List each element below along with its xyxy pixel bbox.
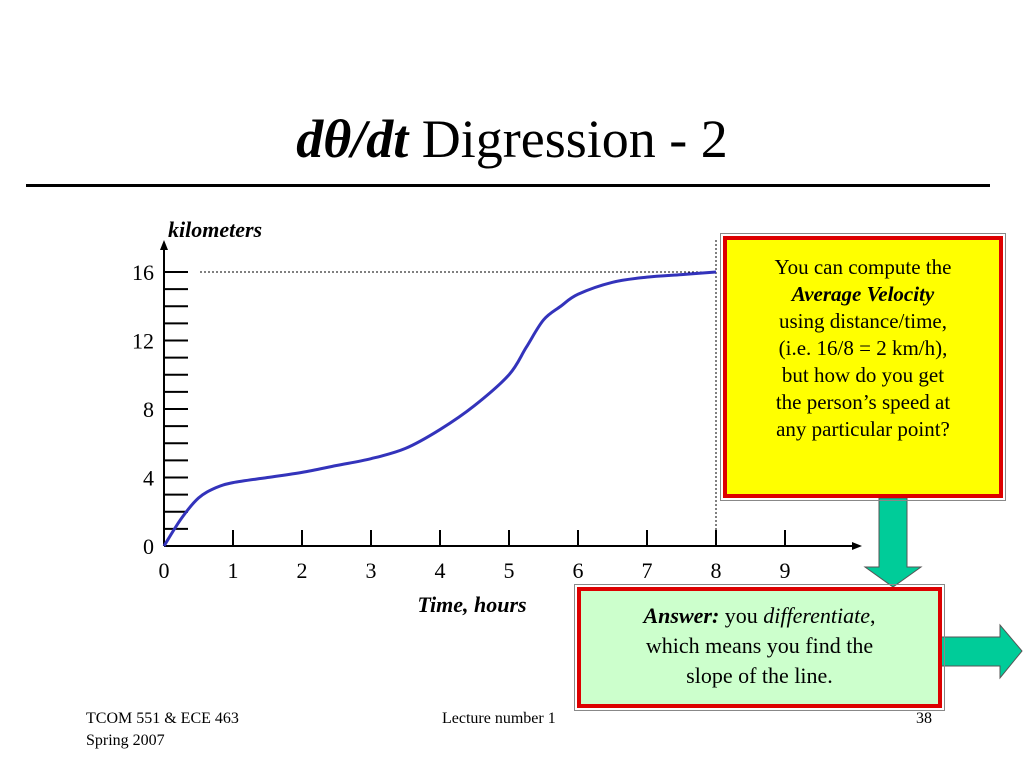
title-math: dθ/dt: [296, 109, 409, 169]
footer-lecture: Lecture number 1: [442, 710, 556, 727]
y-tick-label: 4: [143, 466, 154, 491]
y-tick-label: 16: [132, 260, 154, 285]
x-tick-label: 5: [504, 558, 515, 583]
callout-line: any particular point?: [776, 417, 950, 441]
footer-course: TCOM 551 & ECE 463 Spring 2007: [86, 708, 239, 752]
x-tick-label: 0: [159, 558, 170, 583]
title-underline: [26, 184, 990, 187]
average-velocity-callout: You can compute the Average Velocity usi…: [720, 233, 1006, 501]
x-tick-label: 4: [435, 558, 446, 583]
footer-page-number: 38: [916, 710, 932, 727]
callout-arrows: [863, 497, 1023, 680]
x-tick-label: 3: [366, 558, 377, 583]
chart-series: [162, 270, 717, 547]
y-axis-ticks: 0 4 8 12 16: [132, 260, 188, 559]
x-tick-label: 6: [573, 558, 584, 583]
y-tick-label: 12: [132, 329, 154, 354]
callout-line: using distance/time,: [779, 309, 947, 333]
y-tick-label: 8: [143, 397, 154, 422]
x-tick-label: 8: [711, 558, 722, 583]
answer-line-2: which means you find the: [645, 633, 874, 658]
callout-line: but how do you get: [781, 363, 945, 387]
answer-label: Answer:: [643, 603, 720, 628]
answer-text: you: [719, 603, 764, 628]
title-text: Digression - 2: [408, 109, 728, 169]
answer-line-1: Answer: you differentiate,: [595, 601, 924, 631]
y-axis-label: kilometers: [168, 217, 262, 242]
x-axis-ticks: 0 1 2 3 4 5 6 7 8 9: [159, 530, 791, 583]
distance-curve: [162, 270, 717, 547]
footer-term: Spring 2007: [86, 732, 165, 749]
x-tick-label: 9: [780, 558, 791, 583]
answer-line-3: slope of the line.: [686, 663, 833, 688]
answer-punct: ,: [870, 603, 876, 628]
callout-line: the person’s speed at: [775, 390, 951, 414]
reference-lines: [200, 240, 717, 546]
x-axis-arrowhead: [852, 542, 862, 550]
y-tick-label: 0: [143, 534, 154, 559]
slide-title: dθ/dt Digression - 2: [0, 108, 1024, 170]
down-arrow-icon: [863, 497, 923, 588]
callout-line: You can compute the: [774, 255, 952, 279]
callout-emphasis: Average Velocity: [791, 282, 935, 306]
y-axis-arrowhead: [160, 240, 168, 250]
right-arrow-icon: [938, 623, 1023, 680]
x-axis-label: Time, hours: [417, 592, 526, 617]
footer-course-name: TCOM 551 & ECE 463: [86, 710, 239, 727]
x-tick-label: 7: [642, 558, 653, 583]
answer-emphasis: differentiate: [763, 603, 870, 628]
answer-callout: Answer: you differentiate, which means y…: [574, 584, 945, 711]
x-tick-label: 2: [297, 558, 308, 583]
x-tick-label: 1: [228, 558, 239, 583]
callout-line: (i.e. 16/8 = 2 km/h),: [778, 336, 948, 360]
